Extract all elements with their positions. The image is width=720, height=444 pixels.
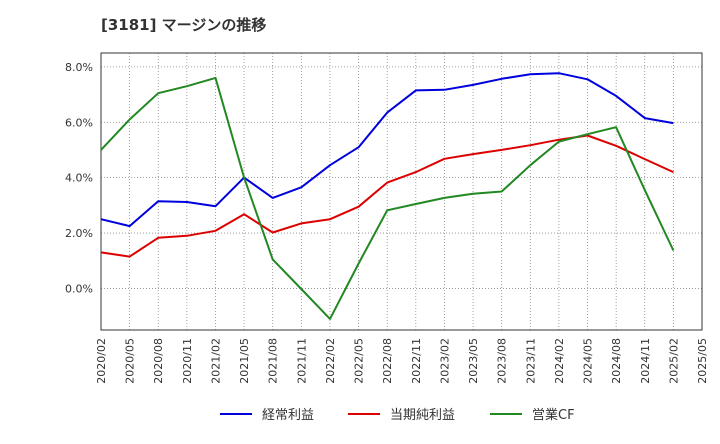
plot-frame: [100, 52, 703, 331]
x-tick-label: 2022/05: [353, 338, 366, 384]
x-tick-label: 2024/11: [639, 338, 652, 384]
y-tick-label: 0.0%: [65, 282, 93, 295]
x-tick-label: 2020/08: [152, 338, 165, 384]
chart-title: [3181] マージンの推移: [101, 16, 267, 34]
x-tick-label: 2025/05: [696, 338, 709, 384]
series-line-3: [100, 76, 675, 320]
x-tick-label: 2023/02: [438, 338, 451, 384]
x-tick-label: 2020/05: [124, 338, 137, 384]
y-tick-label: 2.0%: [65, 227, 93, 240]
x-tick-label: 2022/02: [324, 338, 337, 384]
plot-area: [101, 53, 702, 330]
x-tick-label: 2021/08: [267, 338, 280, 384]
x-tick-label: 2025/02: [667, 338, 680, 384]
x-tick-label: 2021/11: [295, 338, 308, 384]
y-tick-label: 4.0%: [65, 172, 93, 185]
x-tick-label: 2020/02: [95, 338, 108, 384]
y-tick-label: 8.0%: [65, 61, 93, 74]
legend-label-2: 当期純利益: [390, 408, 455, 423]
legend-label-1: 経常利益: [262, 408, 314, 423]
x-tick-label: 2020/11: [181, 338, 194, 384]
x-tick-label: 2024/05: [582, 338, 595, 384]
x-tick-label: 2023/05: [467, 338, 480, 384]
x-tick-label: 2023/11: [524, 338, 537, 384]
x-tick-label: 2024/08: [610, 338, 623, 384]
x-tick-label: 2024/02: [553, 338, 566, 384]
x-tick-label: 2022/11: [410, 338, 423, 384]
x-tick-label: 2021/05: [238, 338, 251, 384]
legend-label-3: 営業CF: [532, 407, 575, 423]
y-tick-label: 6.0%: [65, 116, 93, 129]
x-tick-label: 2023/08: [496, 338, 509, 384]
x-tick-label: 2022/08: [381, 338, 394, 384]
x-tick-label: 2021/02: [209, 338, 222, 384]
series-line-1: [100, 72, 674, 228]
